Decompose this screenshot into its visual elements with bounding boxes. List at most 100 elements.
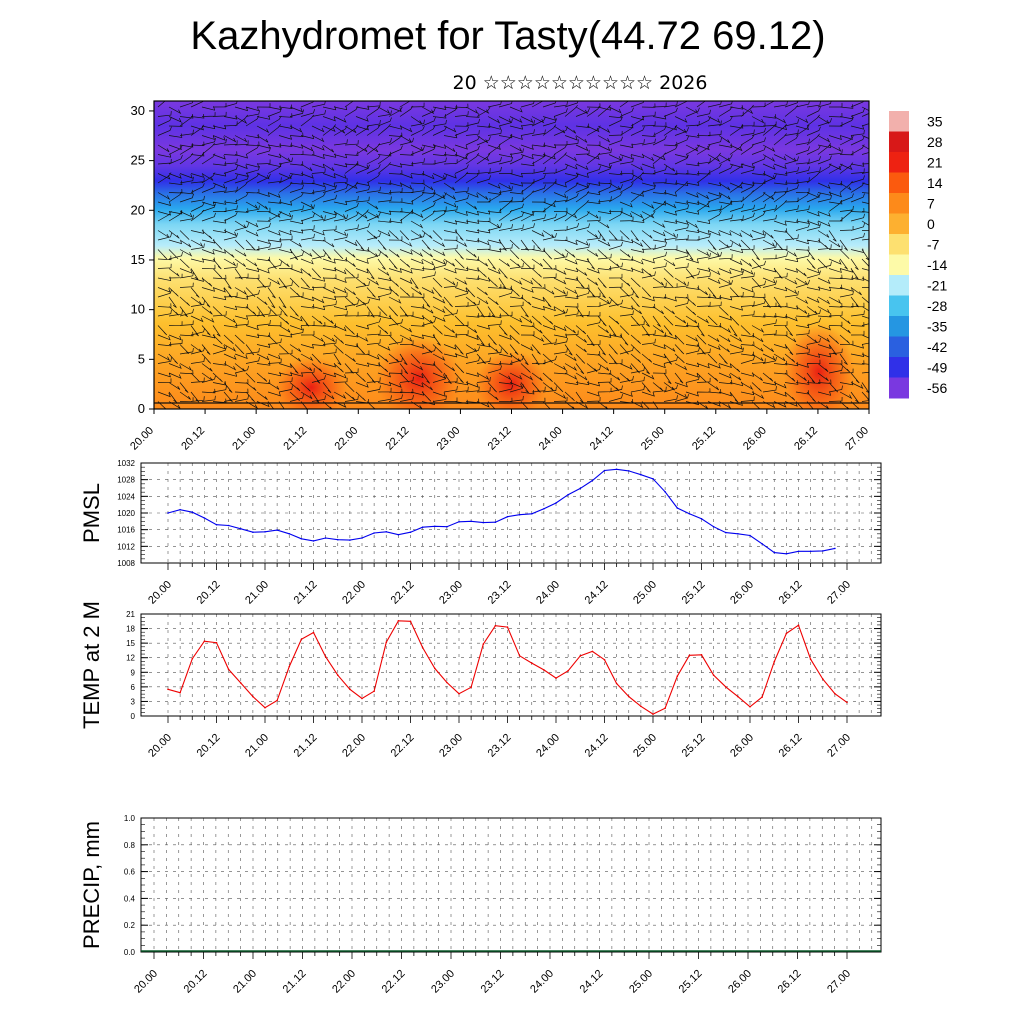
x-tick-label: 23.00 [437, 732, 465, 760]
precip-panel: 0.0 0.2 0.4 0.6 0.8 1.0 20.00 20.12 21.00 21.12 22… [79, 814, 882, 996]
x-tick-label: 27.00 [825, 732, 853, 760]
data-point [337, 674, 339, 676]
colorbar-segment [889, 152, 909, 173]
x-tick-label: 24.12 [583, 732, 611, 760]
x-tick-label: 21.00 [230, 425, 258, 453]
data-point [421, 646, 424, 649]
data-point [227, 668, 230, 671]
data-point [385, 641, 388, 643]
y-tick-label: 18 [126, 625, 135, 634]
data-point [288, 533, 291, 535]
x-tick-label: 24.00 [528, 968, 556, 996]
data-point [191, 511, 194, 513]
data-point [773, 660, 776, 663]
x-tick-label: 22.00 [340, 579, 368, 607]
data-point [555, 502, 557, 504]
page-subtitle: 20 ☆☆☆☆☆☆☆☆☆☆ 2026 [452, 72, 708, 94]
data-point [494, 521, 497, 523]
colorbar-label: -35 [927, 318, 947, 334]
y-tick-label: 1024 [117, 492, 135, 501]
pmsl-panel: 1008 1012 1016 1020 1024 1028 1032 20.00 20.12 21… [79, 459, 882, 607]
y-tick-label: 1012 [117, 542, 135, 551]
y-tick-label: 15 [126, 639, 135, 648]
data-point [712, 525, 715, 528]
data-point [482, 643, 485, 645]
data-point [409, 531, 412, 533]
y-tick-label: 0.4 [124, 894, 136, 903]
x-tick-label: 25.12 [677, 968, 705, 996]
data-point [640, 473, 642, 476]
colorbar-segment [889, 336, 909, 358]
data-point [555, 677, 557, 679]
y-tick-label: 1020 [117, 509, 135, 518]
y-tick-label: 30 [131, 103, 145, 118]
data-point [252, 531, 254, 533]
data-point [531, 662, 533, 664]
data-point [446, 525, 448, 528]
x-tick-label: 27.00 [825, 968, 853, 996]
warm-cores [275, 322, 855, 409]
y-tick-label: 10 [131, 302, 145, 317]
data-point [470, 520, 472, 523]
x-tick-label: 26.00 [741, 425, 769, 453]
data-point [458, 521, 460, 523]
y-tick-label: 1008 [117, 559, 135, 568]
colorbar-label: -28 [927, 298, 947, 314]
x-tick-label: 25.00 [631, 579, 659, 607]
colorbar: 35 28 21 14 7 0 -7 -14 -21 -28 -35 -42 -49 -56 [889, 111, 947, 399]
data-point [785, 553, 788, 555]
cross-section-panel: 0 5 10 15 20 25 30 20.00 20.12 21.00 21.12 22.00 22.… [128, 100, 871, 453]
data-point [567, 670, 569, 672]
data-point [506, 626, 509, 628]
data-point [676, 675, 679, 677]
data-point [409, 620, 412, 623]
x-tick-label: 20.12 [195, 579, 223, 607]
data-point [191, 657, 194, 660]
data-point [240, 528, 242, 530]
data-point [276, 699, 278, 702]
x-tick-label: 26.00 [726, 968, 754, 996]
data-point [543, 508, 545, 510]
data-point [797, 624, 800, 626]
x-tick-label: 25.12 [690, 425, 718, 453]
data-point [421, 526, 424, 528]
x-tick-label: 21.00 [231, 968, 259, 996]
x-tick-label: 21.12 [292, 579, 320, 607]
data-point [300, 538, 303, 540]
x-tick-label: 26.12 [777, 579, 805, 607]
data-point [725, 531, 727, 534]
data-point [349, 688, 351, 691]
data-point [361, 537, 363, 539]
data-point [276, 529, 278, 531]
x-tick-label: 26.00 [728, 732, 756, 760]
x-tick-label: 26.12 [792, 425, 820, 453]
colorbar-label: 0 [927, 216, 935, 232]
x-tick-label: 20.00 [146, 732, 174, 760]
x-tick-label: 24.12 [583, 579, 611, 607]
y-tick-label: 1032 [117, 459, 135, 468]
x-tick-label: 25.12 [680, 579, 708, 607]
x-tick-label: 23.12 [479, 968, 507, 996]
x-tick-label: 22.12 [389, 579, 417, 607]
y-tick-label: 0.6 [124, 868, 136, 877]
data-point [809, 658, 812, 660]
data-point [664, 491, 666, 493]
x-tick-label: 20.00 [132, 968, 160, 996]
colorbar-label: 21 [927, 154, 943, 170]
data-point [397, 533, 400, 536]
data-point [834, 692, 836, 695]
x-tick-label: 22.00 [340, 732, 368, 760]
colorbar-segment [889, 295, 909, 317]
data-point [264, 706, 266, 709]
colorbar-segment [889, 254, 909, 276]
y-tick-label: 0.8 [124, 841, 136, 850]
colorbar-segment [889, 234, 909, 255]
colorbar-segment [889, 172, 909, 194]
data-point [373, 532, 375, 534]
data-point [349, 539, 351, 541]
data-point [785, 632, 788, 635]
x-tick-label: 20.12 [179, 425, 207, 453]
x-tick-label: 21.12 [281, 425, 309, 453]
data-point [446, 681, 448, 684]
x-tick-label: 20.12 [195, 732, 223, 760]
